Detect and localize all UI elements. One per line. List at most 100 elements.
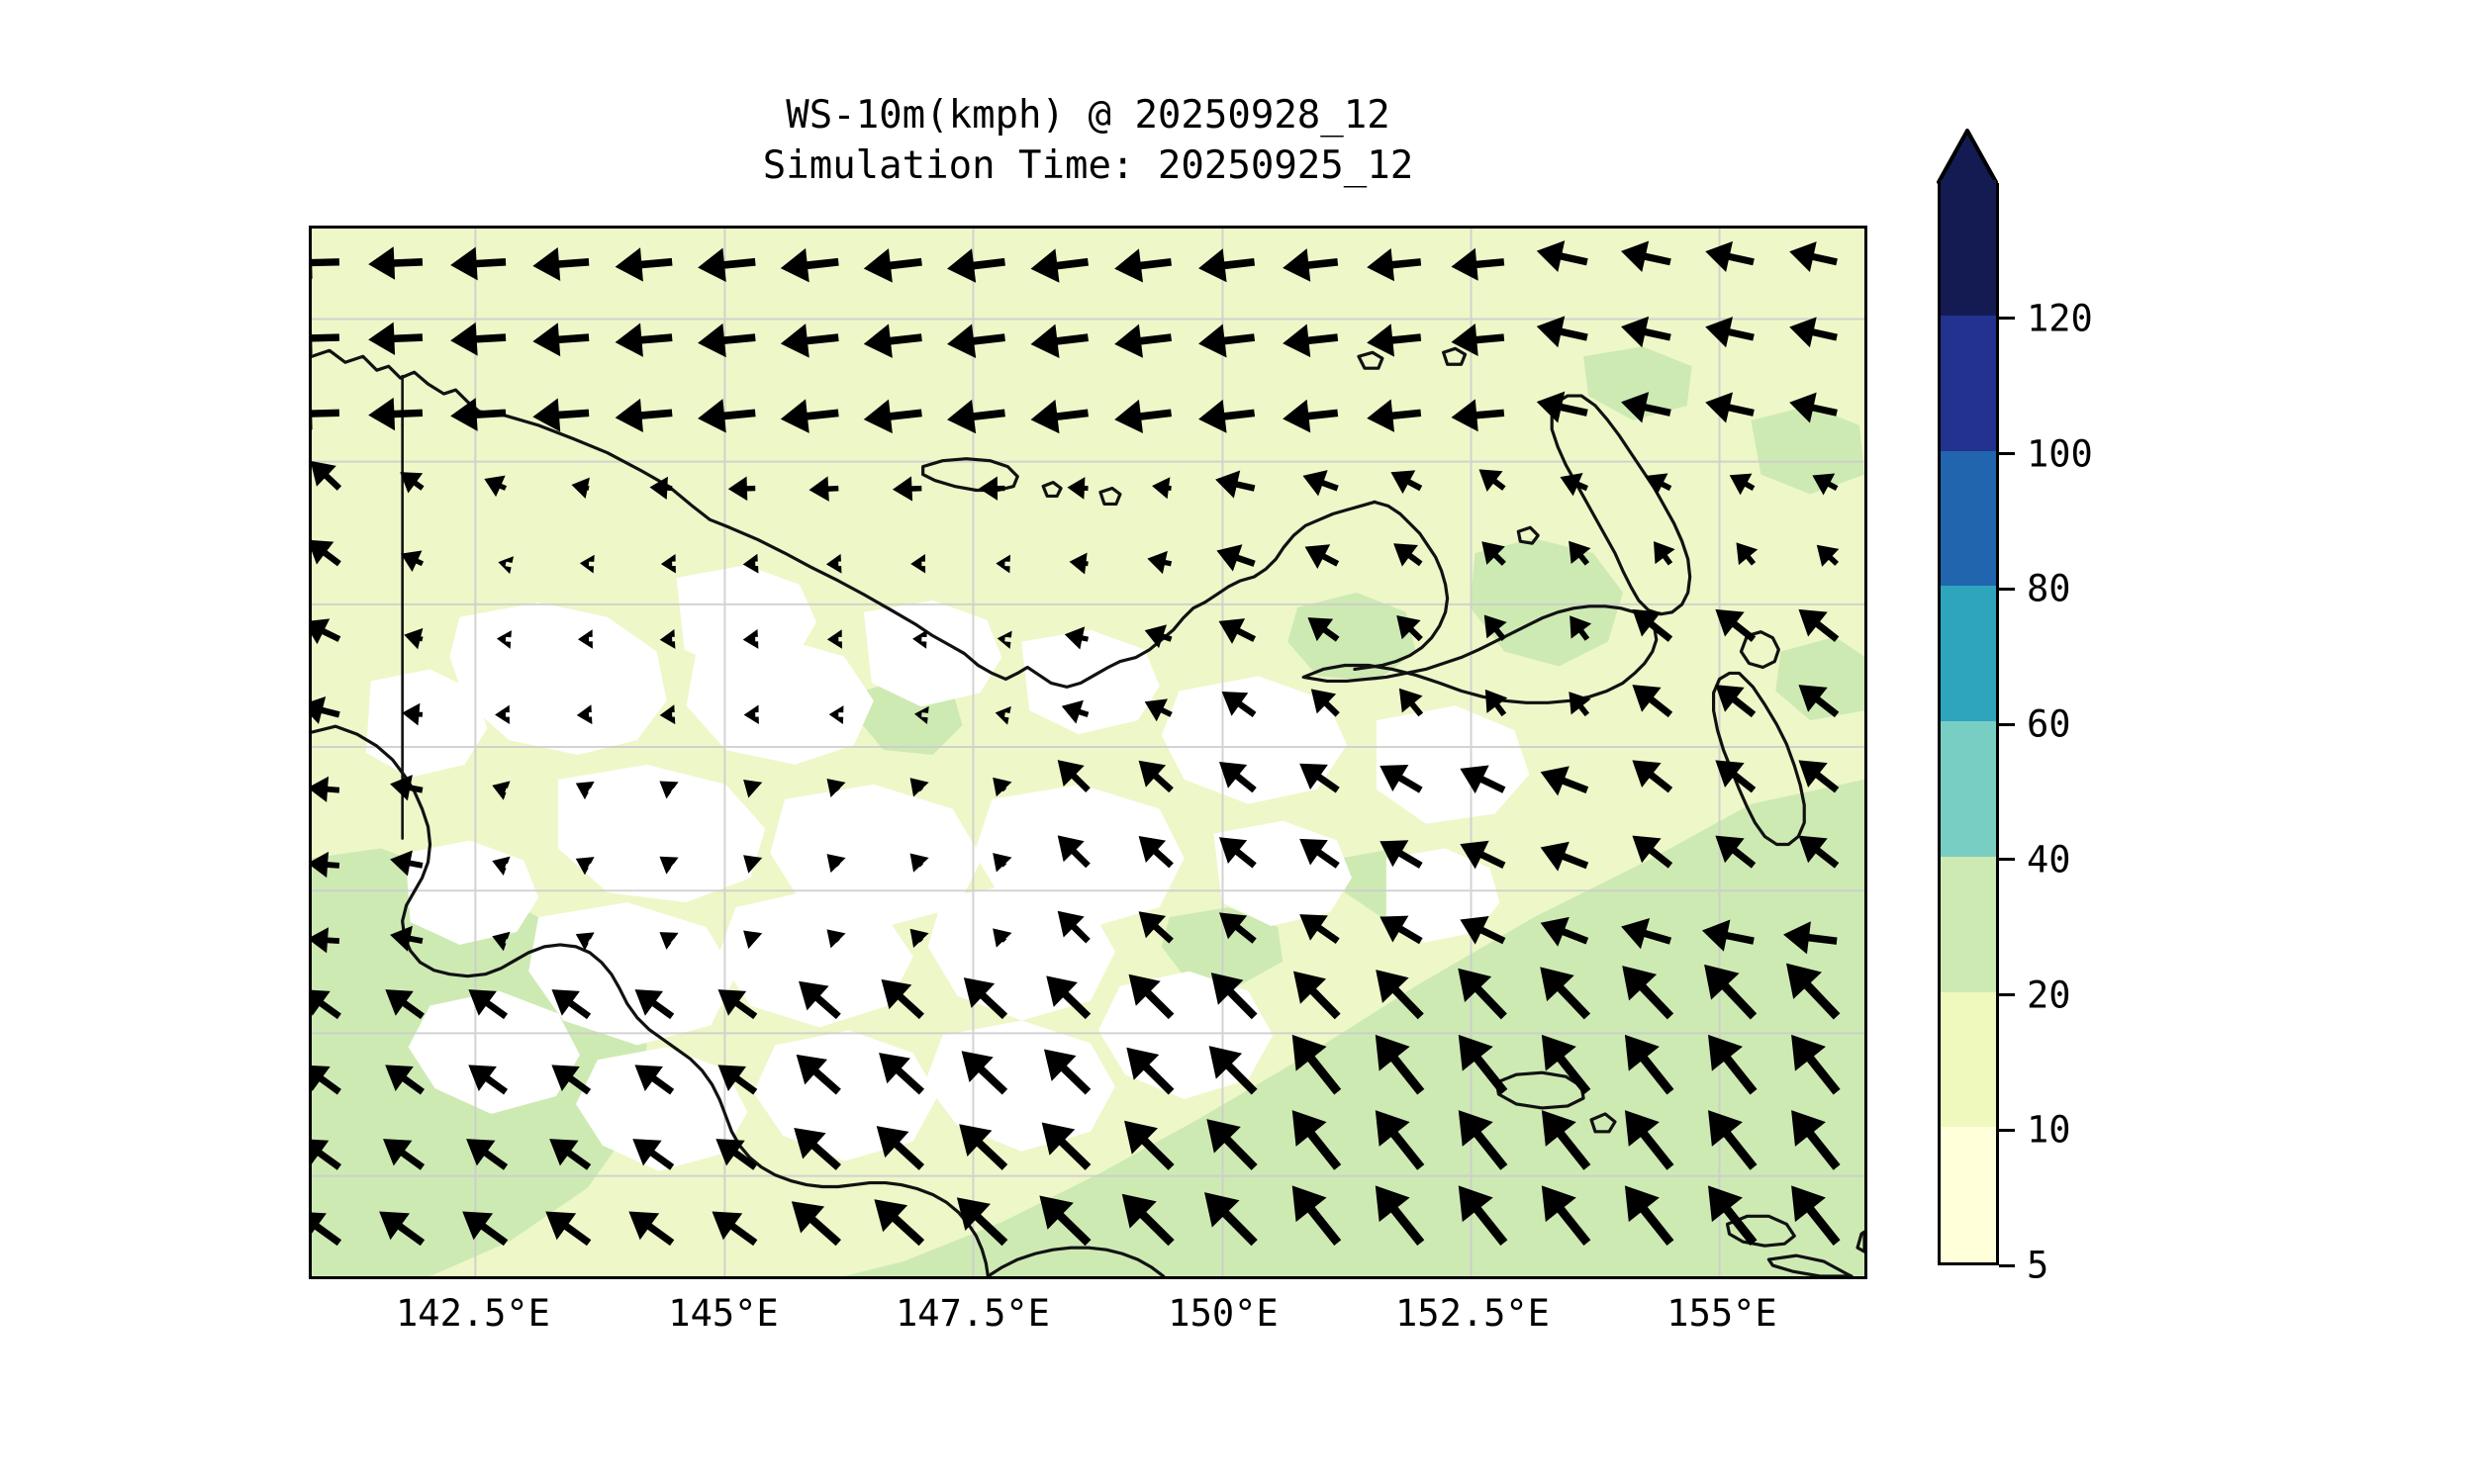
- wind-arrow: [1291, 1034, 1342, 1095]
- wind-arrow: [743, 780, 763, 798]
- wind-arrow: [312, 1212, 342, 1247]
- wind-arrow: [826, 929, 846, 949]
- wind-arrow: [551, 989, 592, 1020]
- wind-arrow: [532, 398, 590, 432]
- colorbar-segment: [1941, 450, 1996, 587]
- colorbar-segment: [1941, 586, 1996, 721]
- wind-arrow: [743, 855, 763, 874]
- wind-arrow: [1304, 544, 1340, 569]
- wind-arrow: [312, 539, 341, 567]
- wind-arrow: [1030, 399, 1089, 434]
- wind-arrow: [1536, 240, 1588, 272]
- wind-arrow: [715, 1139, 758, 1170]
- wind-arrow: [742, 553, 759, 574]
- wind-arrow: [1198, 324, 1256, 358]
- wind-arrow: [1144, 698, 1173, 722]
- wind-arrow: [863, 324, 922, 358]
- wind-arrow: [1221, 691, 1257, 718]
- wind-arrow: [1299, 838, 1340, 869]
- xtick-label-1: 142.5°E: [396, 1292, 550, 1335]
- wind-arrow: [1057, 910, 1091, 944]
- wind-arrow: [947, 399, 1005, 434]
- wind-arrow: [1705, 240, 1755, 273]
- wind-arrow: [1283, 248, 1339, 282]
- wind-arrow: [1541, 1034, 1591, 1095]
- ytick-mark: [309, 1038, 312, 1041]
- wind-arrow: [742, 629, 759, 649]
- wind-arrow: [492, 781, 511, 800]
- wind-arrow: [717, 1065, 758, 1095]
- wind-arrow: [909, 778, 929, 797]
- wind-arrow: [532, 323, 590, 357]
- wind-arrow: [743, 704, 759, 725]
- wind-arrow: [551, 1065, 592, 1095]
- wind-arrow: [649, 476, 673, 500]
- ytick-mark: [309, 750, 312, 753]
- wind-arrow: [575, 932, 595, 951]
- wind-arrow: [1812, 473, 1839, 496]
- wind-arrow: [959, 1124, 1008, 1170]
- wind-arrow: [450, 398, 507, 431]
- wind-arrow: [532, 246, 590, 281]
- wind-arrow: [1057, 760, 1091, 792]
- wind-arrow: [1483, 614, 1507, 641]
- wind-arrow: [1039, 1195, 1092, 1247]
- xtick-mark: [1725, 1276, 1728, 1279]
- colorbar-tick-label: 80: [2027, 567, 2071, 610]
- wind-arrow: [1046, 975, 1092, 1020]
- wind-arrow: [1536, 316, 1588, 348]
- wind-arrow: [1398, 688, 1424, 717]
- wind-arrow: [1632, 685, 1673, 718]
- wind-arrow: [717, 989, 758, 1020]
- wind-arrow: [1798, 608, 1840, 642]
- xtick-mark: [976, 1276, 979, 1279]
- wind-arrow: [1540, 916, 1589, 947]
- wind-arrow: [780, 324, 839, 358]
- wind-arrow: [1208, 1046, 1258, 1095]
- wind-arrow: [1460, 916, 1506, 945]
- wind-arrow: [1789, 392, 1838, 423]
- colorbar-segment: [1941, 991, 1996, 1128]
- wind-arrow: [1390, 470, 1423, 495]
- ytick-mark: [309, 894, 312, 897]
- wind-arrow: [698, 399, 756, 433]
- wind-arrow: [1705, 392, 1755, 423]
- wind-arrow: [1380, 915, 1423, 945]
- wind-arrow: [1569, 540, 1591, 566]
- wind-arrow: [577, 629, 593, 649]
- colorbar-tick-label: 40: [2027, 838, 2071, 881]
- colorbar-tick-mark: [1999, 452, 2015, 455]
- wind-arrow: [390, 925, 424, 952]
- wind-arrow: [1645, 473, 1672, 496]
- wind-arrow: [1393, 543, 1423, 567]
- ytick-mark: [309, 606, 312, 609]
- wind-arrow: [1064, 626, 1089, 650]
- wind-arrow: [1218, 618, 1257, 644]
- wind-arrow: [462, 1211, 509, 1247]
- wind-arrow: [1069, 552, 1089, 575]
- colorbar-segment: [1941, 315, 1996, 451]
- wind-arrow: [1367, 399, 1422, 432]
- wind-arrow: [1128, 974, 1175, 1020]
- wind-arrow: [385, 989, 425, 1020]
- wind-arrow: [312, 461, 342, 491]
- wind-arrow: [1569, 692, 1591, 717]
- wind-arrow: [863, 399, 922, 434]
- wind-arrow: [495, 704, 510, 725]
- wind-arrow: [996, 554, 1011, 574]
- colorbar-tick-mark: [1999, 722, 2015, 726]
- wind-arrow: [1367, 247, 1422, 282]
- wind-arrow: [379, 1211, 426, 1247]
- wind-arrow: [956, 1197, 1008, 1247]
- wind-arrow: [1458, 1185, 1508, 1246]
- wind-arrow: [615, 398, 673, 433]
- xtick-label-6: 155°E: [1666, 1292, 1777, 1335]
- wind-arrow: [963, 977, 1008, 1020]
- wind-arrow: [874, 1199, 925, 1247]
- xtick-label-5: 152.5°E: [1395, 1292, 1550, 1335]
- wind-arrow: [1376, 970, 1424, 1020]
- wind-arrow: [794, 1128, 841, 1170]
- ytick-mark: [309, 1181, 312, 1184]
- wind-arrow: [1701, 919, 1755, 952]
